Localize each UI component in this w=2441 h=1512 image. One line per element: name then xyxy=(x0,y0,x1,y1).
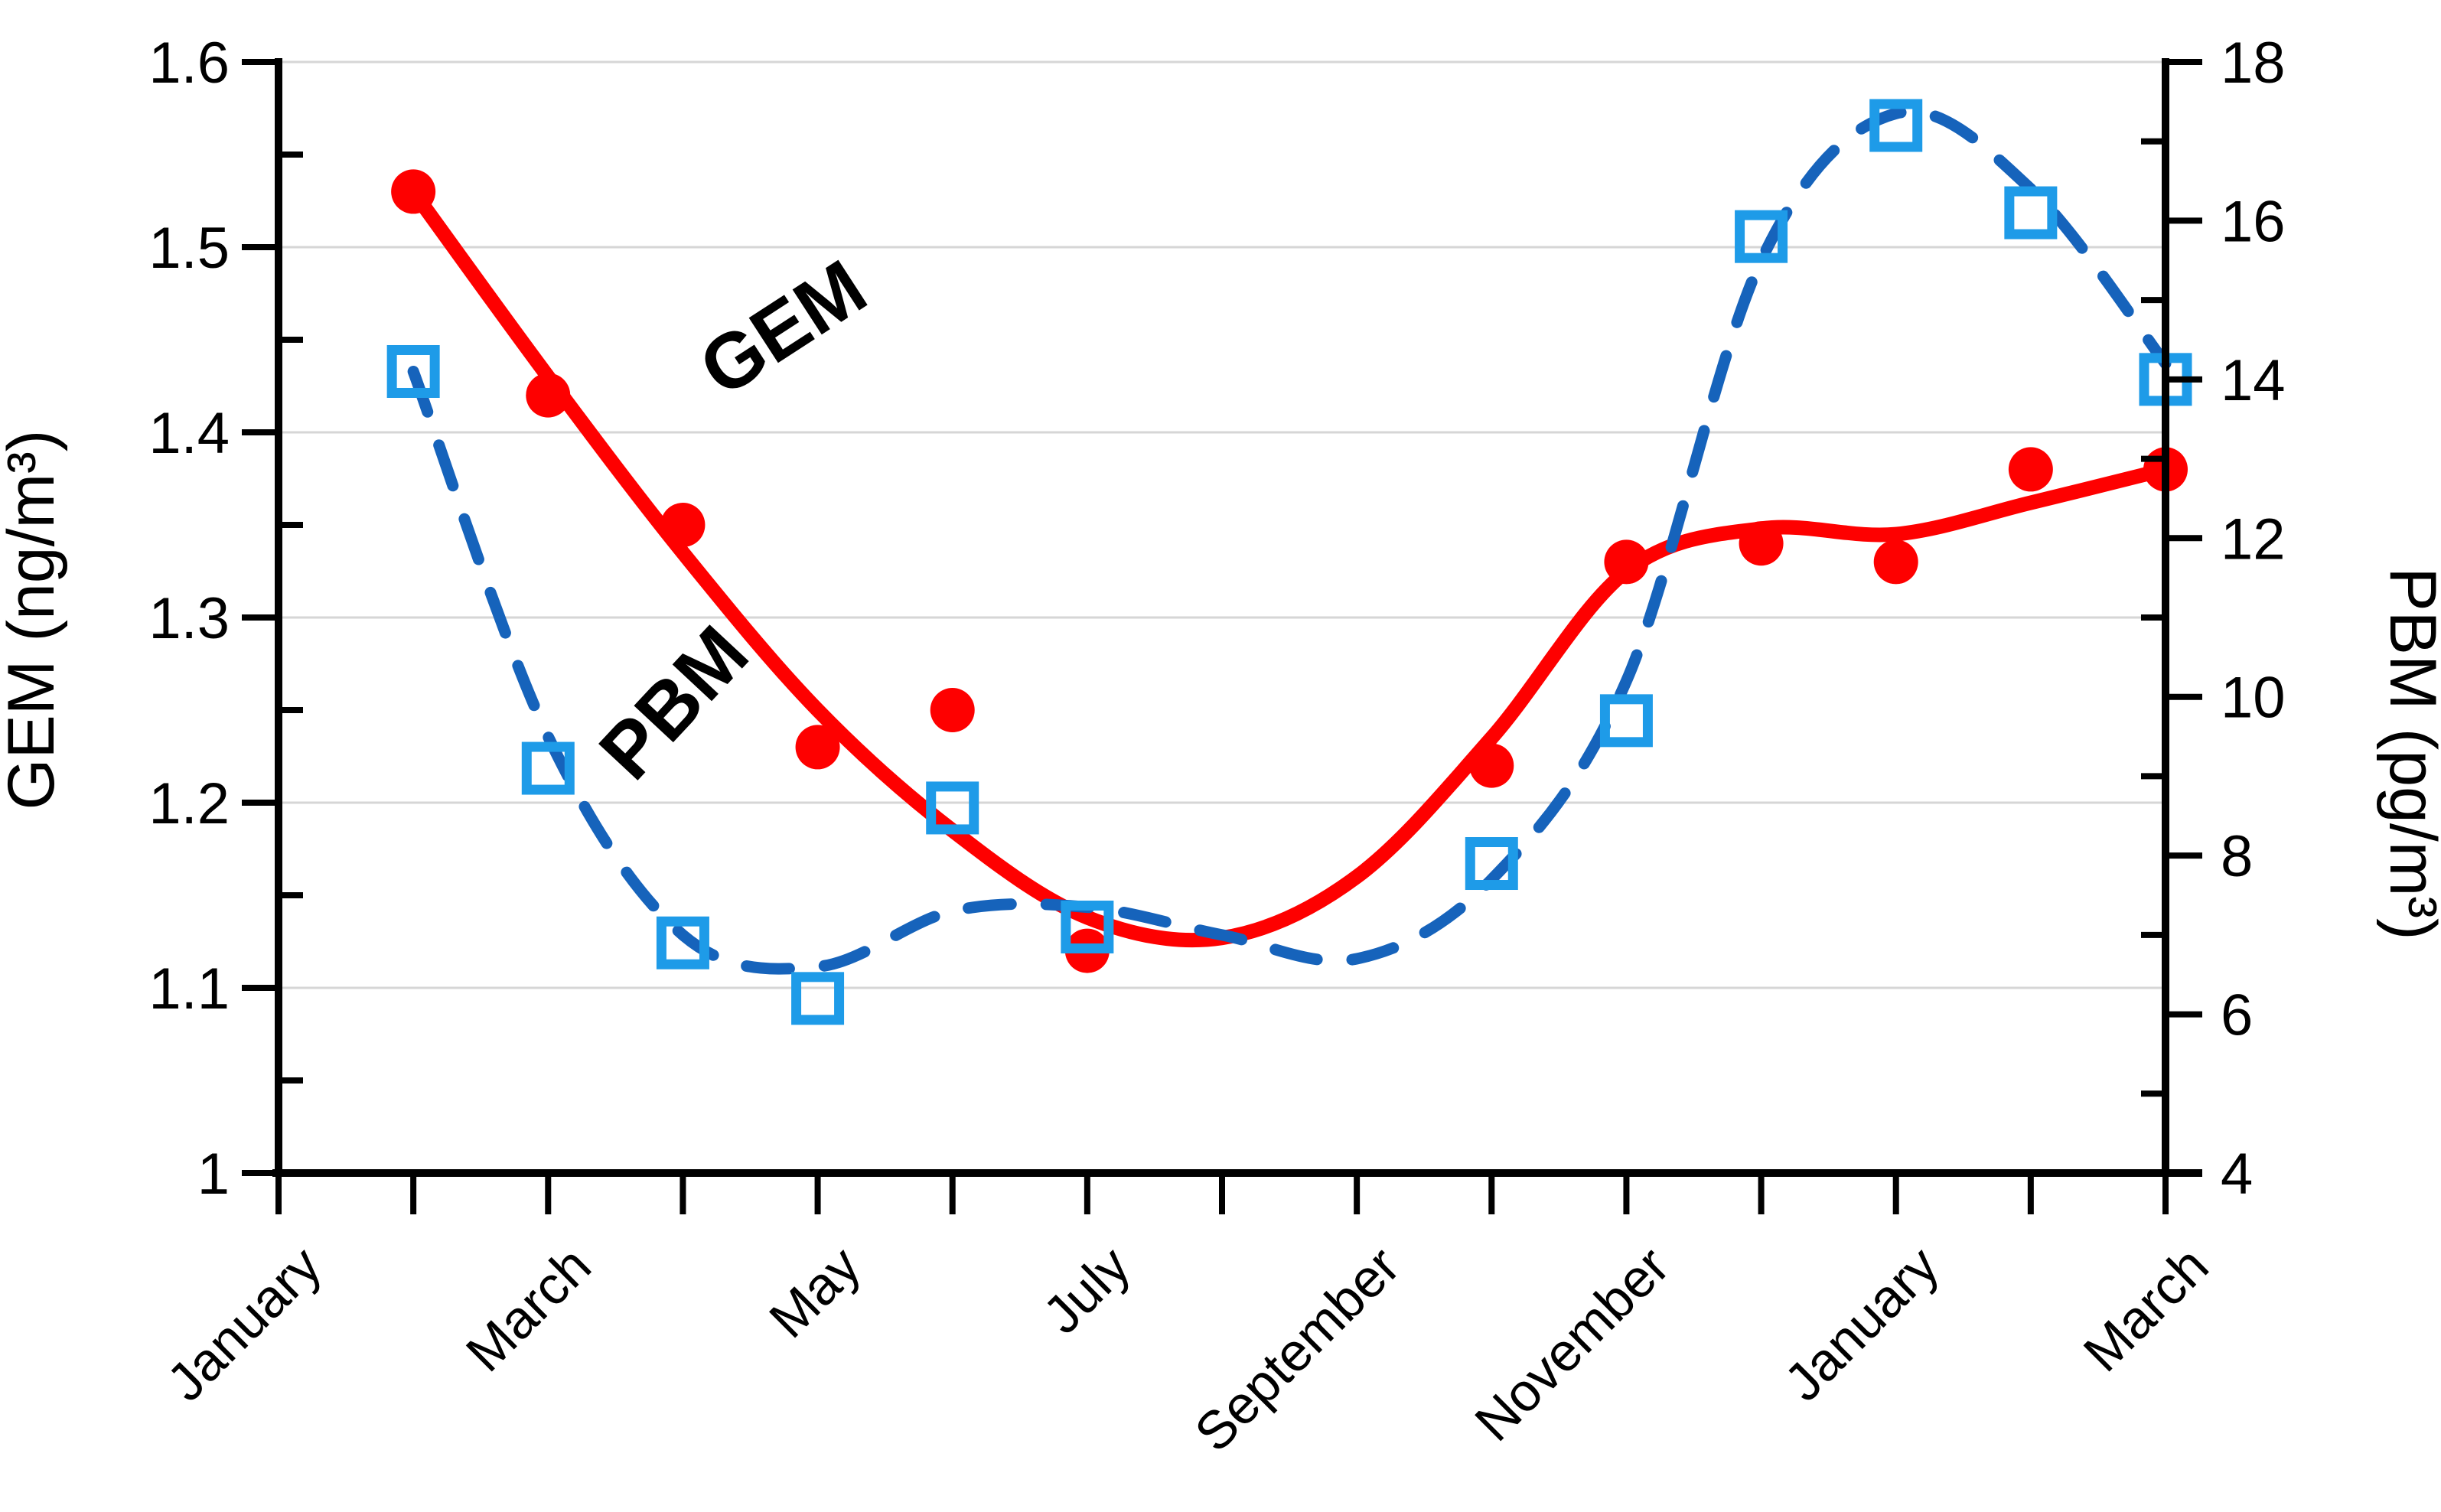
right-axis-tick-label: 8 xyxy=(2221,824,2253,889)
gridlines-layer xyxy=(279,60,2166,989)
pbm-data-point xyxy=(2004,186,2058,240)
pbm-data-point xyxy=(1599,694,1653,748)
x-axis-label: January xyxy=(1773,1235,1950,1412)
gem-data-point xyxy=(1604,539,1649,585)
gem-data-point xyxy=(526,373,571,418)
gem-data-point xyxy=(1469,743,1514,788)
x-axis-label: September xyxy=(1183,1235,1410,1462)
gem-data-point xyxy=(1873,539,1918,585)
x-axis-label: March xyxy=(2072,1235,2220,1383)
pbm-data-point xyxy=(1735,210,1788,263)
data-markers-layer xyxy=(386,99,2192,1025)
pbm-data-point xyxy=(1061,900,1114,953)
pbm-data-point xyxy=(1465,837,1518,891)
x-axis-label: March xyxy=(455,1235,602,1383)
left-axis-tick-label: 1.5 xyxy=(148,216,230,281)
pbm-data-point xyxy=(1869,99,1923,152)
gem-data-point xyxy=(391,169,436,214)
left-axis-tick-label: 1.4 xyxy=(148,401,230,466)
axes-layer xyxy=(242,58,2202,1214)
gem-data-point xyxy=(660,503,706,547)
right-axis-tick-label: 14 xyxy=(2221,348,2286,413)
right-axis-tick-label: 18 xyxy=(2221,31,2286,96)
gem-data-point xyxy=(1739,521,1784,566)
left-axis-tick-label: 1 xyxy=(197,1142,230,1207)
gem-data-point xyxy=(795,725,840,770)
pbm-data-point xyxy=(926,781,979,835)
left-axis-tick-label: 1.3 xyxy=(148,586,230,651)
right-axis-tick-label: 16 xyxy=(2221,189,2286,254)
x-axis-label: January xyxy=(155,1235,332,1412)
right-axis-tick-label: 4 xyxy=(2221,1142,2253,1207)
pbm-data-point xyxy=(791,972,845,1025)
left-axis-title: GEM (ng/m³) xyxy=(0,430,68,810)
pbm-data-point xyxy=(386,344,440,398)
right-axis-title: PBM (pg/m³) xyxy=(2376,567,2441,940)
x-axis-label: May xyxy=(758,1235,872,1349)
right-axis-tick-label: 12 xyxy=(2221,507,2286,572)
gem-data-point xyxy=(930,688,975,732)
x-axis-label: November xyxy=(1464,1235,1680,1452)
right-axis-tick-label: 6 xyxy=(2221,983,2253,1048)
gem-data-point xyxy=(2008,447,2053,492)
x-axis-label: July xyxy=(1031,1235,1141,1344)
pbm-series-label: PBM xyxy=(582,609,764,796)
gem-series-label: GEM xyxy=(684,243,881,413)
left-axis-tick-label: 1.2 xyxy=(148,771,230,836)
right-axis-tick-label: 10 xyxy=(2221,666,2286,731)
axis-labels-layer: 1 1.1 1.2 1.3 1.4 1.5 1.6 4 6 8 10 12 14 16 18 January M… xyxy=(148,31,2285,1463)
left-axis-tick-label: 1.1 xyxy=(148,956,230,1022)
pbm-data-point xyxy=(656,916,709,969)
pbm-data-point xyxy=(521,741,575,795)
left-axis-tick-label: 1.6 xyxy=(148,31,230,96)
